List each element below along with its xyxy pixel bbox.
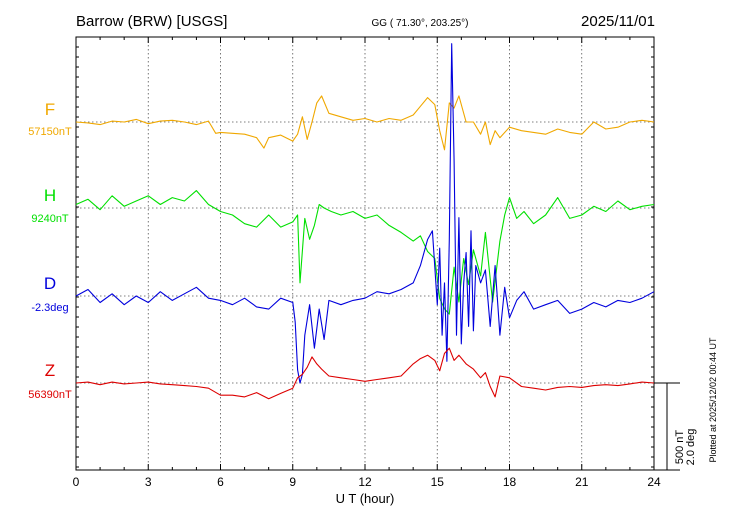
series-line-F bbox=[75, 95, 655, 151]
coordinates-label: GG ( 71.30°, 203.25°) bbox=[372, 18, 469, 29]
component-letter-D: D bbox=[44, 274, 56, 293]
x-tick-label: 9 bbox=[289, 475, 296, 489]
component-baseline-value-H: 9240nT bbox=[31, 213, 69, 225]
x-tick-label: 24 bbox=[647, 475, 661, 489]
x-tick-label: 15 bbox=[431, 475, 445, 489]
series-line-Z bbox=[75, 347, 655, 400]
grid-lines bbox=[147, 37, 583, 470]
series-layer bbox=[75, 43, 655, 400]
x-tick-label: 6 bbox=[217, 475, 224, 489]
scale-bar-nt-label: 500 nT bbox=[674, 430, 686, 465]
component-baselines bbox=[76, 121, 654, 384]
x-tick-label: 0 bbox=[73, 475, 80, 489]
component-baseline-value-F: 57150nT bbox=[28, 126, 72, 138]
component-letter-F: F bbox=[45, 100, 55, 119]
series-line-H bbox=[75, 190, 655, 315]
x-tick-label: 3 bbox=[145, 475, 152, 489]
scale-bar: 500 nT 2.0 deg bbox=[654, 382, 697, 471]
component-letter-Z: Z bbox=[45, 361, 55, 380]
date-label: 2025/11/01 bbox=[581, 13, 655, 30]
x-tick-label: 18 bbox=[503, 475, 517, 489]
x-tick-label: 21 bbox=[575, 475, 589, 489]
axis-ticks bbox=[75, 37, 655, 470]
x-axis-tick-labels: 0 3 6 9 12 15 18 21 24 bbox=[73, 475, 661, 489]
component-labels: F 57150nT H 9240nT D -2.3deg Z 56390nT bbox=[28, 100, 72, 401]
x-tick-label: 12 bbox=[358, 475, 372, 489]
station-title: Barrow (BRW) [USGS] bbox=[76, 13, 227, 30]
scale-bar-deg-label: 2.0 deg bbox=[685, 429, 697, 466]
plotted-at-note: Plotted at 2025/12/02 00:44 UT bbox=[708, 337, 718, 463]
series-line-D bbox=[75, 43, 655, 384]
component-baseline-value-D: -2.3deg bbox=[31, 302, 68, 314]
x-axis-label: U T (hour) bbox=[336, 491, 395, 506]
component-letter-H: H bbox=[44, 186, 56, 205]
component-baseline-value-Z: 56390nT bbox=[28, 389, 72, 401]
